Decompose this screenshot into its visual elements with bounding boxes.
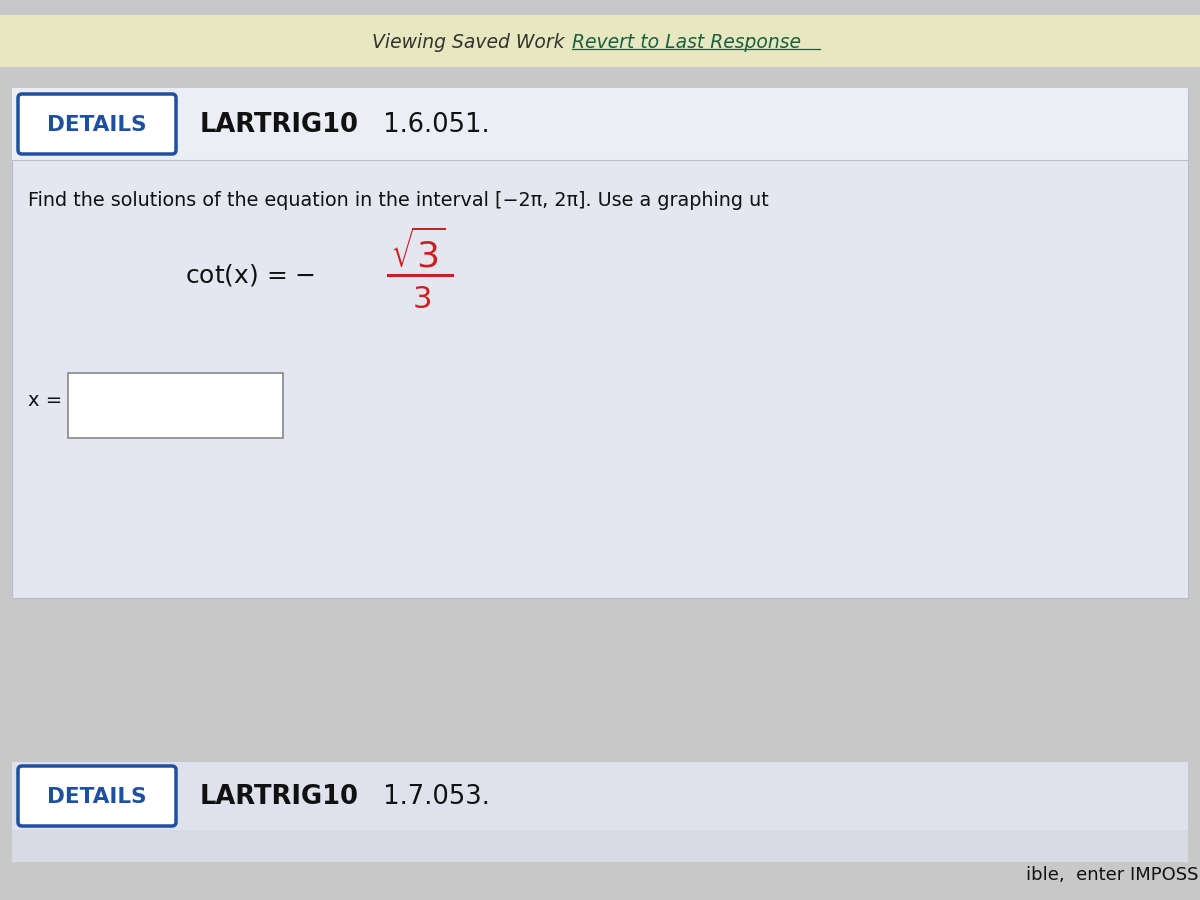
FancyBboxPatch shape [12,762,1188,862]
Text: ible,  enter IMPOSS: ible, enter IMPOSS [1026,866,1198,884]
Text: Revert to Last Response: Revert to Last Response [572,33,802,52]
Text: $\sqrt{3}$: $\sqrt{3}$ [390,230,446,274]
Text: LARTRIG10: LARTRIG10 [200,784,359,810]
Text: x =: x = [28,391,62,410]
Text: LARTRIG10: LARTRIG10 [200,112,359,138]
FancyBboxPatch shape [0,600,1200,775]
Text: DETAILS: DETAILS [47,115,146,135]
FancyBboxPatch shape [18,766,176,826]
Text: 1.6.051.: 1.6.051. [374,112,490,138]
FancyBboxPatch shape [12,88,1188,160]
Text: 1.7.053.: 1.7.053. [374,784,490,810]
FancyBboxPatch shape [12,88,1188,598]
FancyBboxPatch shape [12,762,1188,830]
Text: Find the solutions of the equation in the interval [−2π, 2π]. Use a graphing ut: Find the solutions of the equation in th… [28,191,769,210]
Text: Viewing Saved Work: Viewing Saved Work [372,33,570,52]
Text: DETAILS: DETAILS [47,787,146,807]
FancyBboxPatch shape [68,373,283,438]
FancyBboxPatch shape [18,94,176,154]
Text: cot(x) = $-$: cot(x) = $-$ [185,262,316,288]
FancyBboxPatch shape [0,15,1200,67]
Text: 3: 3 [413,285,432,314]
